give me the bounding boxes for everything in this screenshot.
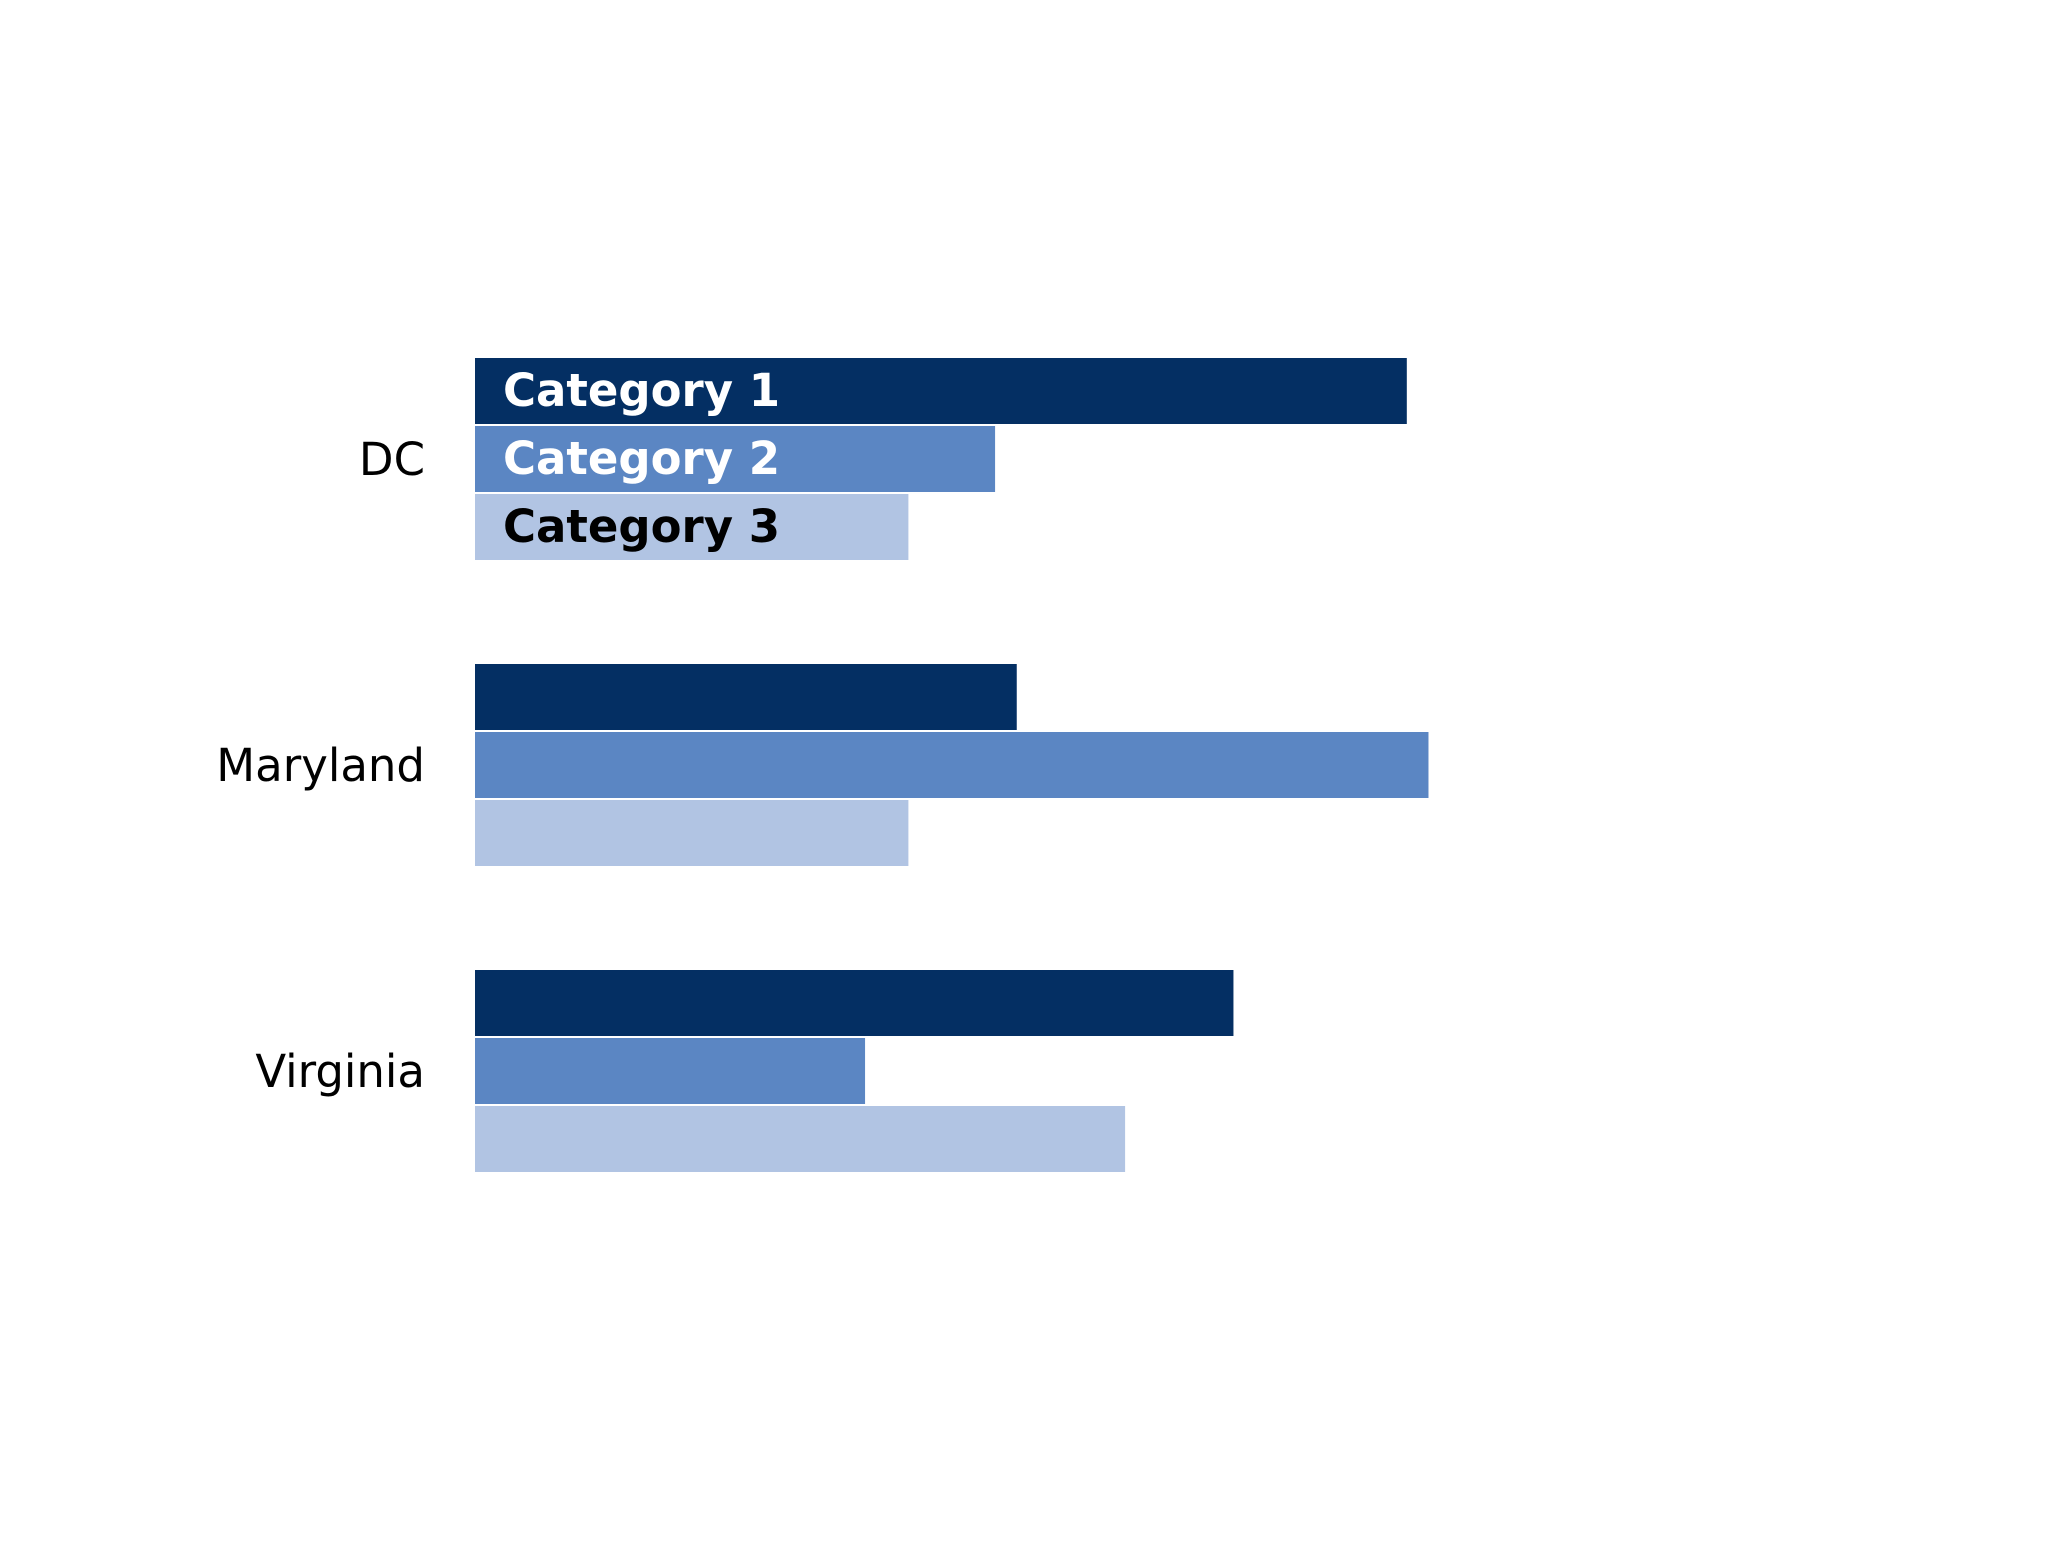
series-labels: Category 1 Category 2 Category 3 — [503, 364, 780, 553]
bar-dc-category-3 — [475, 494, 909, 560]
category-label-dc: DC — [359, 433, 425, 486]
series-label-category-2: Category 2 — [503, 432, 780, 485]
category-labels: DC Maryland Virginia — [216, 433, 425, 1098]
bar-dc-category-2 — [475, 426, 996, 492]
series-label-category-1: Category 1 — [503, 364, 780, 417]
bar-dc-category-1 — [475, 358, 1407, 424]
bar-maryland-category-2 — [475, 732, 1429, 798]
bar-maryland-category-1 — [475, 664, 1017, 730]
category-label-virginia: Virginia — [255, 1045, 425, 1098]
bar-virginia-category-2 — [475, 1038, 866, 1104]
bar-virginia-category-1 — [475, 970, 1234, 1036]
category-label-maryland: Maryland — [216, 739, 425, 792]
bar-maryland-category-3 — [475, 800, 909, 866]
bars-layer — [475, 358, 1429, 1172]
series-label-category-3: Category 3 — [503, 500, 780, 553]
bar-virginia-category-3 — [475, 1106, 1126, 1172]
